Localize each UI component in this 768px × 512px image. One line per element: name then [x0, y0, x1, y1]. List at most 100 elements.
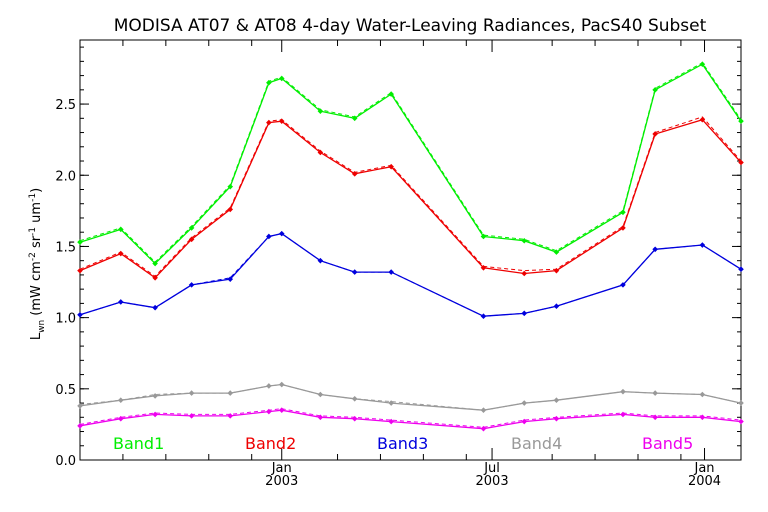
data-point [553, 303, 560, 310]
data-point [553, 267, 560, 274]
data-point [278, 381, 285, 388]
data-point [188, 225, 195, 231]
data-point [77, 239, 83, 245]
y-tick-label: 2.5 [55, 98, 76, 113]
y-tick-label: 1.0 [55, 312, 76, 327]
series-line [79, 118, 742, 279]
data-point [388, 163, 394, 170]
data-point [278, 75, 285, 82]
data-point [620, 282, 626, 288]
series-band5 [77, 407, 744, 432]
data-point [188, 282, 195, 288]
x-tick-label-year: 2004 [688, 474, 721, 489]
data-point [652, 414, 658, 421]
data-point [351, 415, 358, 422]
data-point [699, 116, 706, 123]
data-point [266, 79, 272, 86]
data-point [227, 413, 234, 419]
data-point [317, 391, 324, 398]
data-point [351, 171, 358, 177]
data-point [521, 400, 528, 406]
data-point [388, 418, 394, 425]
y-tick-label: 0.0 [55, 454, 76, 469]
data-point [77, 403, 83, 409]
data-point [620, 225, 626, 231]
data-point [227, 206, 234, 213]
data-point [278, 407, 285, 413]
data-point [117, 397, 124, 404]
data-point [480, 407, 487, 413]
x-tick-label-year: 2003 [265, 474, 298, 489]
series-band2 [77, 116, 744, 281]
y-tick-label: 1.5 [55, 240, 76, 255]
data-point [351, 115, 358, 122]
data-point [317, 414, 324, 421]
data-point [266, 233, 272, 240]
data-point [351, 269, 358, 275]
data-point [738, 159, 744, 166]
data-point [521, 237, 528, 244]
series-layer [77, 61, 744, 432]
legend-entry-band5: Band5 [642, 434, 693, 453]
data-point [188, 413, 195, 419]
x-tick-label-month: Jan [693, 461, 714, 476]
data-point [117, 250, 124, 257]
data-point [77, 423, 83, 429]
data-point [553, 397, 560, 404]
legend-entry-band1: Band1 [113, 434, 164, 453]
data-point [738, 418, 744, 425]
data-point [553, 415, 560, 422]
x-tick-label-year: 2003 [476, 474, 509, 489]
data-point [699, 242, 706, 248]
data-point [278, 118, 285, 124]
data-point [620, 388, 626, 395]
data-point [266, 408, 272, 415]
series-band3 [77, 230, 744, 320]
data-point [388, 91, 394, 97]
data-point [699, 414, 706, 421]
data-point [117, 415, 124, 422]
data-point [188, 390, 195, 396]
legend-entry-band4: Band4 [511, 434, 562, 453]
data-point [77, 311, 83, 318]
data-point [521, 418, 528, 425]
data-point [351, 395, 358, 402]
plot-frame [79, 39, 742, 461]
data-point [521, 310, 528, 317]
data-point [738, 400, 744, 406]
series-line [79, 409, 742, 430]
data-point [227, 390, 234, 396]
series-line-dashed [79, 383, 742, 411]
legend-entry-band3: Band3 [377, 434, 428, 453]
series-line [79, 383, 742, 411]
y-tick-label: 0.5 [55, 383, 76, 398]
x-tick-label-month: Jan [271, 461, 292, 476]
y-tick-label: 2.0 [55, 169, 76, 184]
data-point [388, 269, 394, 275]
y-axis-label: Lwn (mW cm-2 sr-1 um-1) [28, 188, 47, 340]
data-point [117, 226, 124, 233]
series-line [79, 232, 742, 317]
chart-title: MODISA AT07 & AT08 4-day Water-Leaving R… [114, 16, 707, 36]
data-point [480, 233, 487, 240]
data-point [152, 411, 158, 418]
legend-entry-band2: Band2 [245, 434, 296, 453]
data-point [652, 390, 658, 396]
data-point [152, 274, 158, 281]
data-point [152, 304, 158, 311]
x-tick-label-month: Jul [483, 461, 500, 476]
data-point [388, 400, 394, 406]
data-point [278, 230, 285, 237]
data-point [699, 391, 706, 398]
series-line-dashed [79, 233, 742, 317]
data-point [521, 270, 528, 277]
series-line [79, 63, 742, 265]
data-point [317, 149, 324, 156]
data-point [152, 260, 158, 267]
data-point [652, 131, 658, 137]
data-point [480, 313, 487, 320]
data-point [652, 246, 658, 253]
data-point [188, 236, 195, 243]
